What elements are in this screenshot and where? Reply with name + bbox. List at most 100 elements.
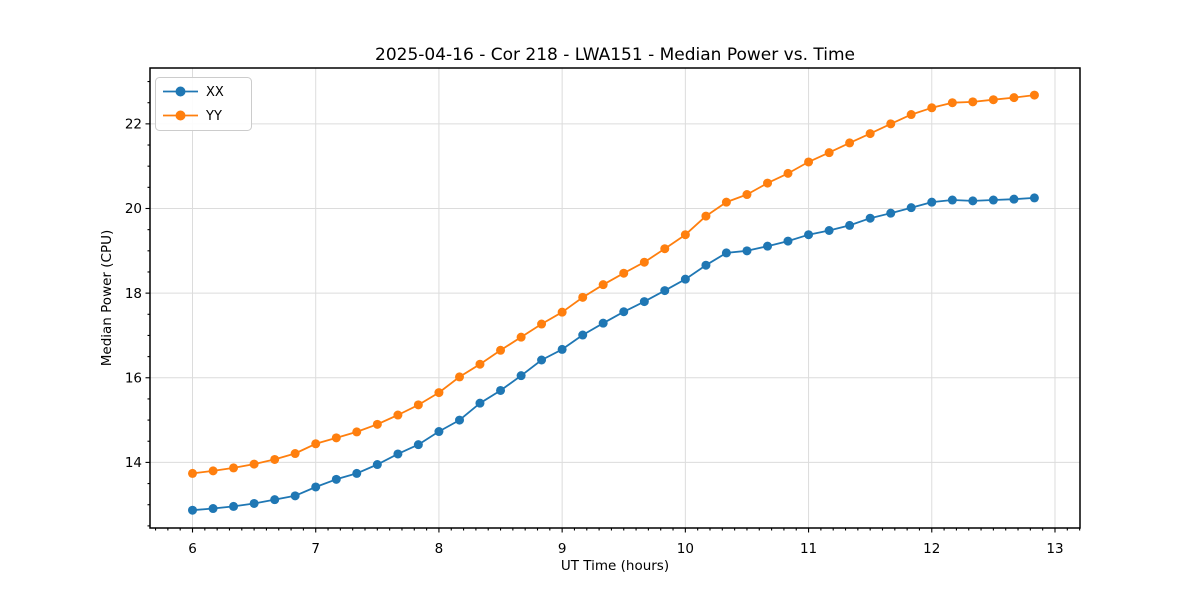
data-point xyxy=(578,330,588,340)
data-point xyxy=(352,427,362,437)
data-point xyxy=(680,230,690,240)
data-point xyxy=(721,248,731,258)
tick-labels: 6 7 8 9 10 11 12 13 14 16 18 20 22 xyxy=(125,117,1064,557)
x-axis-label: UT Time (hours) xyxy=(560,558,670,574)
legend-label: XX xyxy=(206,85,224,100)
data-point xyxy=(639,297,649,307)
data-point xyxy=(516,332,526,342)
data-point xyxy=(619,268,629,278)
data-point xyxy=(455,372,465,382)
data-point xyxy=(290,449,300,459)
data-point xyxy=(988,195,998,205)
data-point xyxy=(331,433,341,443)
data-point xyxy=(906,110,916,120)
data-point xyxy=(557,344,567,354)
x-tick-label: 7 xyxy=(311,541,320,557)
data-point xyxy=(906,203,916,213)
data-point xyxy=(188,505,198,515)
data-point xyxy=(804,157,814,167)
data-point xyxy=(804,230,814,240)
data-point xyxy=(249,498,259,508)
x-tick-label: 13 xyxy=(1046,541,1063,557)
data-point xyxy=(229,501,239,511)
data-point xyxy=(496,345,506,355)
data-point xyxy=(721,197,731,207)
data-point xyxy=(701,211,711,221)
data-point xyxy=(578,292,588,302)
data-point xyxy=(886,208,896,218)
data-point xyxy=(270,495,280,505)
data-point xyxy=(475,398,485,408)
data-point xyxy=(537,355,547,365)
x-tick-label: 9 xyxy=(558,541,567,557)
data-point xyxy=(557,307,567,317)
series-xx-line xyxy=(191,197,1036,512)
y-tick-label: 22 xyxy=(125,117,142,133)
data-point xyxy=(927,197,937,207)
data-point xyxy=(845,138,855,148)
data-point xyxy=(927,103,937,113)
data-point xyxy=(455,415,465,425)
data-point xyxy=(865,213,875,223)
data-point xyxy=(1029,193,1039,203)
data-point xyxy=(352,468,362,478)
y-axis-label: Median Power (CPU) xyxy=(99,229,115,367)
data-point xyxy=(290,491,300,501)
series-xx-markers xyxy=(188,193,1039,515)
data-point xyxy=(947,195,957,205)
data-point xyxy=(598,280,608,290)
data-point xyxy=(372,460,382,470)
data-point xyxy=(393,410,403,420)
data-point xyxy=(742,246,752,256)
data-point xyxy=(434,388,444,398)
data-point xyxy=(845,220,855,230)
data-point xyxy=(311,439,321,449)
legend-marker xyxy=(175,86,186,97)
data-point xyxy=(1009,194,1019,204)
data-point xyxy=(660,244,670,254)
data-point xyxy=(208,466,218,476)
data-point xyxy=(537,319,547,329)
data-point xyxy=(680,274,690,284)
data-point xyxy=(763,241,773,251)
series-yy-markers xyxy=(188,90,1039,478)
data-point xyxy=(208,504,218,514)
x-tick-label: 8 xyxy=(435,541,444,557)
data-point xyxy=(249,459,259,469)
data-point xyxy=(372,419,382,429)
data-point xyxy=(865,129,875,139)
data-point xyxy=(824,226,834,236)
data-point xyxy=(393,449,403,459)
legend-box xyxy=(155,77,252,131)
data-point xyxy=(331,474,341,484)
chart-title: 2025-04-16 - Cor 218 - LWA151 - Median P… xyxy=(375,45,855,65)
data-point xyxy=(188,468,198,478)
data-point xyxy=(968,196,978,206)
x-tick-label: 11 xyxy=(800,541,817,557)
data-point xyxy=(783,168,793,178)
data-point xyxy=(619,307,629,317)
x-tick-label: 6 xyxy=(188,541,197,557)
data-point xyxy=(413,400,423,410)
data-point xyxy=(886,119,896,129)
data-point xyxy=(598,318,608,328)
data-point xyxy=(742,190,752,200)
data-point xyxy=(311,482,321,492)
data-point xyxy=(496,385,506,395)
data-point xyxy=(475,359,485,369)
data-point xyxy=(783,236,793,246)
data-point xyxy=(1009,93,1019,103)
data-point xyxy=(229,463,239,473)
y-tick-label: 18 xyxy=(125,286,142,302)
data-point xyxy=(824,148,834,158)
data-point xyxy=(988,95,998,105)
legend-marker xyxy=(175,110,186,121)
data-point xyxy=(516,371,526,381)
data-point xyxy=(639,257,649,267)
data-point xyxy=(947,98,957,108)
data-point xyxy=(413,440,423,450)
data-point xyxy=(763,178,773,188)
data-point xyxy=(660,286,670,296)
